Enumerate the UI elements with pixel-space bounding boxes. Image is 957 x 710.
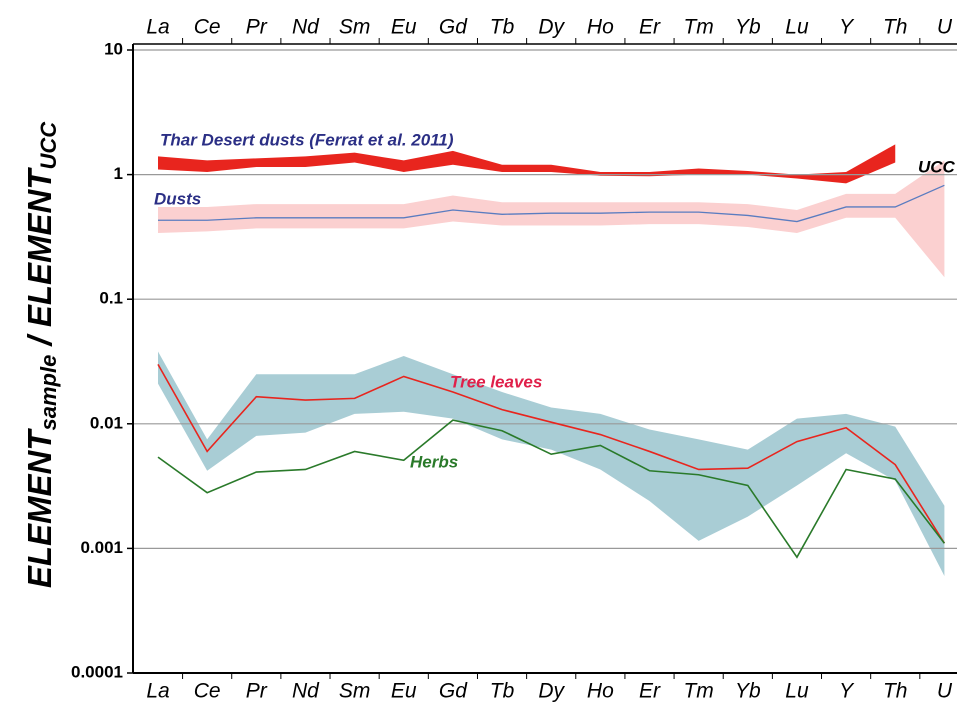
series-line <box>157 419 946 559</box>
reference-label: UCC <box>918 157 956 176</box>
x-tick-label-top: Ce <box>194 16 221 39</box>
y-tick-label: 10 <box>104 39 123 58</box>
x-tick-label-top: Nd <box>292 16 320 39</box>
series-label: Tree leaves <box>450 372 542 391</box>
x-tick-label: La <box>146 680 169 703</box>
y-label-part: sample <box>36 355 61 431</box>
y-axis-label: ELEMENTsample / ELEMENTUCC <box>21 121 61 588</box>
x-tick-label-top: Th <box>883 16 908 39</box>
range-band <box>158 351 945 577</box>
y-tick-label: 0.001 <box>80 538 123 557</box>
x-tick-label-top: Ho <box>587 16 614 39</box>
series-line <box>157 363 946 544</box>
x-tick-label-top: Sm <box>339 16 371 39</box>
series-label: Thar Desert dusts (Ferrat et al. 2011) <box>160 130 454 149</box>
x-tick-label-top: La <box>146 16 169 39</box>
x-tick-label-top: Tm <box>683 16 713 39</box>
x-tick-label: Gd <box>439 680 468 703</box>
y-tick-label: 1 <box>114 164 123 183</box>
x-tick-label: Ho <box>587 680 614 703</box>
y-tick-label: 0.0001 <box>71 662 123 681</box>
x-tick-label: Sm <box>339 680 371 703</box>
x-tick-label: Y <box>839 680 855 703</box>
x-tick-label: Th <box>883 680 908 703</box>
x-tick-label-top: Tb <box>490 16 515 39</box>
x-tick-label-top: Dy <box>538 16 565 39</box>
series-label: Dusts <box>154 189 201 208</box>
y-tick-label: 0.01 <box>90 413 123 432</box>
y-label-part: / ELEMENT <box>21 167 58 355</box>
x-tick-label: Ce <box>194 680 221 703</box>
x-tick-label-top: Lu <box>785 16 809 39</box>
y-label-part: UCC <box>36 121 61 170</box>
x-tick-label: Tm <box>683 680 713 703</box>
x-tick-label: Dy <box>538 680 565 703</box>
x-tick-label: Lu <box>785 680 809 703</box>
x-tick-label: U <box>937 680 953 703</box>
x-tick-label: Nd <box>292 680 320 703</box>
x-tick-label: Eu <box>391 680 417 703</box>
x-tick-label-top: Gd <box>439 16 468 39</box>
x-tick-label-top: Yb <box>735 16 761 39</box>
series-label: Herbs <box>410 452 458 471</box>
y-label-part: ELEMENT <box>21 428 58 589</box>
x-tick-label: Er <box>639 680 661 703</box>
x-tick-label: Pr <box>246 680 268 703</box>
x-tick-label-top: Er <box>639 16 661 39</box>
x-tick-label-top: Eu <box>391 16 417 39</box>
x-tick-label: Tb <box>490 680 515 703</box>
x-tick-label-top: Y <box>839 16 855 39</box>
range-band <box>158 144 896 184</box>
y-tick-label: 0.1 <box>99 289 123 308</box>
x-tick-label: Yb <box>735 680 761 703</box>
x-tick-label-top: Pr <box>246 16 268 39</box>
range-band <box>158 160 945 278</box>
x-tick-label-top: U <box>937 16 953 39</box>
series-line <box>158 184 945 223</box>
